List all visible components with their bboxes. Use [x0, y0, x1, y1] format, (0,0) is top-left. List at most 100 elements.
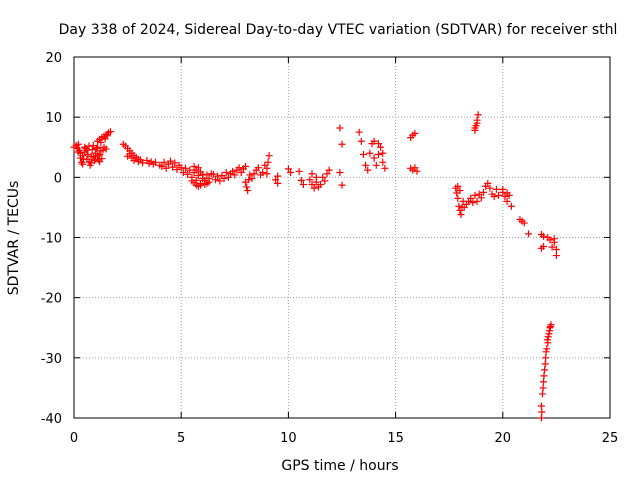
data-point: [130, 156, 138, 164]
data-point: [274, 172, 282, 180]
data-point: [254, 164, 262, 172]
data-point: [212, 176, 220, 184]
data-point: [97, 138, 105, 146]
x-tick-label: 10: [280, 431, 297, 446]
data-point: [548, 243, 556, 251]
data-point: [338, 140, 346, 148]
data-point: [474, 111, 482, 119]
data-point: [106, 128, 114, 136]
data-point: [297, 176, 305, 184]
data-point: [216, 177, 224, 185]
data-point: [537, 414, 545, 422]
data-point: [537, 402, 545, 410]
data-point: [295, 167, 303, 175]
data-point: [336, 169, 344, 177]
data-point: [477, 194, 485, 202]
data-point: [265, 152, 273, 160]
data-point: [243, 183, 251, 191]
data-point: [543, 345, 551, 353]
data-point: [203, 179, 211, 187]
data-point: [272, 176, 280, 184]
data-point: [538, 390, 546, 398]
data-point: [359, 150, 367, 158]
data-point: [336, 124, 344, 132]
data-point: [325, 166, 333, 174]
x-axis: 0 5 10 15 20 25: [70, 57, 618, 446]
data-point: [484, 179, 492, 187]
data-point: [540, 243, 548, 251]
data-point: [85, 142, 93, 150]
y-tick-label: -40: [41, 412, 62, 427]
data-point: [362, 161, 370, 169]
chart-title: Day 338 of 2024, Sidereal Day-to-day VTE…: [59, 22, 618, 38]
grid: [74, 57, 610, 418]
data-point: [542, 354, 550, 362]
data-point: [245, 176, 253, 184]
data-point: [364, 166, 372, 174]
data-point: [473, 119, 481, 127]
data-point: [263, 170, 271, 178]
data-point: [490, 193, 498, 201]
data-point: [224, 173, 232, 181]
data-point: [196, 181, 204, 189]
data-point: [370, 154, 378, 162]
data-point: [525, 230, 533, 238]
data-point: [552, 246, 560, 254]
data-point: [287, 169, 295, 177]
data-point: [83, 155, 91, 163]
data-point: [229, 167, 237, 175]
data-point: [171, 159, 179, 167]
data-point: [310, 184, 318, 192]
data-point: [79, 152, 87, 160]
data-point: [169, 163, 177, 171]
data-point: [539, 384, 547, 392]
data-point: [186, 166, 194, 174]
data-point: [546, 323, 554, 331]
data-point: [308, 170, 316, 178]
data-point: [495, 191, 503, 199]
y-tick-label: 10: [45, 111, 62, 126]
y-tick-label: 0: [54, 171, 62, 186]
y-tick-label: -10: [41, 232, 62, 247]
data-point: [79, 160, 87, 168]
data-point: [413, 167, 421, 175]
data-point: [454, 182, 462, 190]
data-point: [209, 170, 217, 178]
data-point: [244, 187, 252, 195]
data-point: [259, 169, 267, 177]
data-point: [374, 150, 382, 158]
data-point: [540, 232, 548, 240]
data-point: [486, 184, 494, 192]
data-point: [74, 148, 82, 156]
data-point: [552, 252, 560, 260]
data-point: [319, 173, 327, 181]
data-point: [181, 164, 189, 172]
data-point: [91, 155, 99, 163]
data-point: [205, 175, 213, 183]
data-point: [74, 140, 82, 148]
x-tick-label: 25: [602, 431, 619, 446]
y-tick-label: 20: [45, 51, 62, 66]
x-tick-label: 5: [177, 431, 185, 446]
data-point: [306, 176, 314, 184]
data-point: [546, 327, 554, 335]
data-point: [96, 158, 104, 166]
data-point: [93, 144, 101, 152]
x-axis-title: GPS time / hours: [281, 458, 398, 474]
data-point: [162, 164, 170, 172]
data-points: [70, 111, 560, 422]
data-point: [381, 164, 389, 172]
data-point: [471, 191, 479, 199]
y-axis: -40 -30 -20 -10 0 10 20: [41, 51, 610, 427]
data-point: [455, 202, 463, 210]
data-point: [173, 166, 181, 174]
data-point: [366, 149, 374, 157]
data-point: [220, 175, 228, 183]
data-point: [499, 185, 507, 193]
data-point: [126, 150, 134, 158]
data-point: [372, 161, 380, 169]
data-point: [357, 137, 365, 145]
data-point: [411, 129, 419, 137]
data-point: [323, 170, 331, 178]
